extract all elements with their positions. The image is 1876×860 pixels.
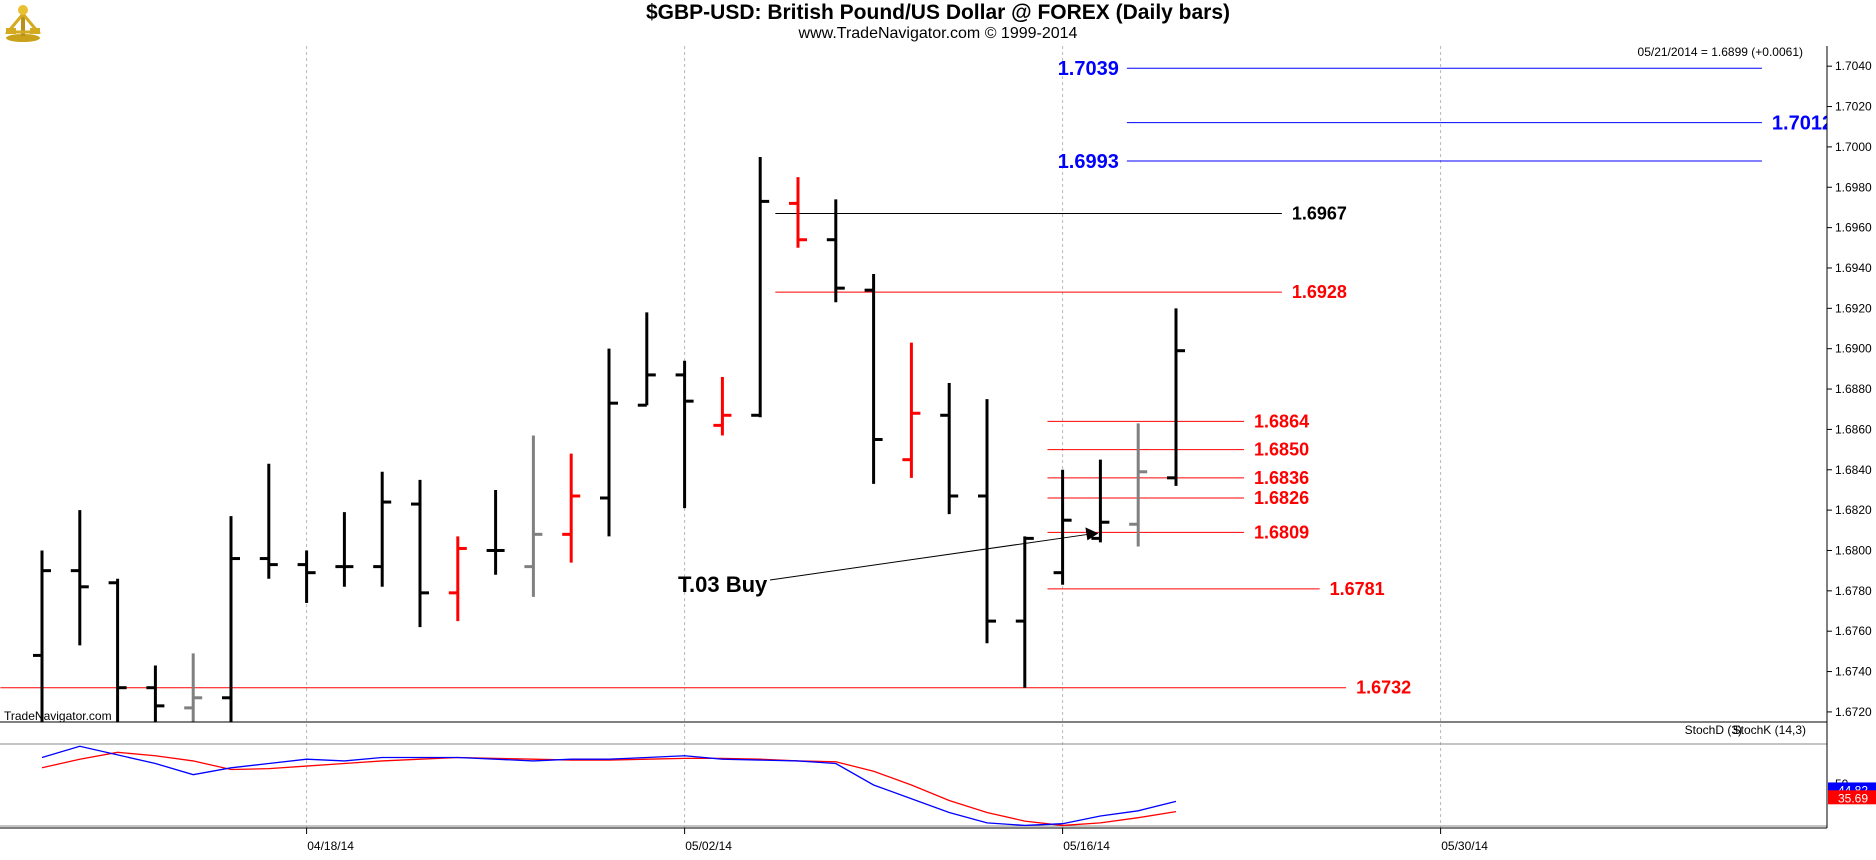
ohlc-bar	[411, 479, 429, 628]
ohlc-bar	[222, 516, 240, 722]
ohlc-bar	[864, 274, 883, 484]
level-label: 1.6850	[1254, 440, 1309, 460]
date-tick-label: 04/18/14	[307, 839, 354, 853]
ohlc-bar	[713, 376, 732, 436]
ohlc-bar	[448, 536, 467, 622]
ohlc-bars	[33, 156, 1185, 722]
stoch-k-label: StochK (14,3)	[1733, 723, 1806, 737]
level-label: 1.6967	[1292, 203, 1347, 223]
price-tick-label: 1.6820	[1835, 503, 1872, 517]
ohlc-bar	[33, 550, 51, 722]
level-label: 1.6809	[1254, 522, 1309, 542]
level-label: 1.7012	[1772, 113, 1833, 135]
ohlc-bar	[70, 510, 89, 646]
ohlc-bar	[297, 550, 316, 603]
stochastic-panel	[0, 721, 1827, 827]
price-tick-label: 1.6780	[1835, 584, 1872, 598]
stoch-d-value: 35.69	[1838, 791, 1868, 805]
ohlc-bar	[108, 578, 127, 722]
axis-background	[1827, 46, 1876, 860]
annotation-arrowhead	[1085, 527, 1099, 541]
stoch-d-label: StochD (3)	[1685, 723, 1742, 737]
ohlc-bar	[1091, 459, 1110, 543]
level-label: 1.6928	[1292, 282, 1347, 302]
chart-subtitle: www.TradeNavigator.com © 1999-2014	[798, 25, 1078, 42]
ohlc-bar	[902, 342, 921, 478]
level-label: 1.7039	[1058, 58, 1119, 80]
ohlc-bar	[562, 453, 581, 563]
price-tick-label: 1.6720	[1835, 705, 1872, 719]
ohlc-bar	[1015, 536, 1034, 688]
level-label: 1.6836	[1254, 468, 1309, 488]
ohlc-bar	[637, 312, 656, 407]
price-tick-label: 1.6740	[1835, 665, 1872, 679]
ohlc-bar	[600, 348, 618, 537]
ohlc-bar	[1167, 308, 1185, 486]
ohlc-bar	[524, 435, 543, 597]
stoch-d-value-badge	[1828, 790, 1876, 805]
status-readout: 05/21/2014 = 1.6899 (+0.0061)	[1638, 45, 1803, 59]
ohlc-bar	[486, 489, 505, 575]
ohlc-bar	[675, 360, 694, 509]
annotation-label: T.03 Buy	[678, 572, 768, 597]
ohlc-bar	[940, 382, 959, 515]
date-tick-label: 05/30/14	[1441, 839, 1488, 853]
price-tick-label: 1.6840	[1835, 463, 1872, 477]
ohlc-bar	[146, 665, 165, 722]
ohlc-bar	[978, 399, 996, 644]
ohlc-bar	[184, 653, 203, 722]
date-tick-label: 05/16/14	[1063, 839, 1110, 853]
annotation-arrow-line	[769, 533, 1089, 581]
price-tick-label: 1.6940	[1835, 261, 1872, 275]
price-tick-label: 1.6960	[1835, 221, 1872, 235]
ohlc-bar	[1053, 469, 1072, 585]
trade-annotation: T.03 Buy	[678, 527, 1099, 597]
level-label: 1.6781	[1330, 579, 1385, 599]
price-tick-label: 1.6800	[1835, 543, 1872, 557]
price-tick-label: 1.6980	[1835, 180, 1872, 194]
level-label: 1.6864	[1254, 411, 1309, 431]
ohlc-bar	[789, 177, 807, 248]
ohlc-bar	[751, 156, 770, 418]
ohlc-bar	[335, 512, 354, 587]
level-label: 1.6732	[1356, 678, 1411, 698]
date-tick-label: 05/02/14	[685, 839, 732, 853]
tradenavigator-logo-icon	[4, 5, 42, 42]
price-tick-label: 1.6860	[1835, 422, 1872, 436]
price-tick-label: 1.7040	[1835, 59, 1872, 73]
price-tick-label: 1.6760	[1835, 624, 1872, 638]
price-panel-background	[0, 46, 1827, 722]
price-tick-label: 1.7020	[1835, 100, 1872, 114]
ohlc-bar	[826, 199, 845, 303]
chart-header: $GBP-USD: British Pound/US Dollar @ FORE…	[0, 0, 1876, 46]
level-label: 1.6993	[1058, 151, 1119, 173]
ohlc-bar	[259, 463, 278, 579]
price-tick-label: 1.6880	[1835, 382, 1872, 396]
price-tick-label: 1.6900	[1835, 342, 1872, 356]
ohlc-bar	[373, 471, 392, 587]
date-axis: 04/18/14 05/02/14 05/16/14 05/30/14	[0, 827, 1827, 853]
stoch-d-line	[41, 751, 1177, 827]
price-axis: 1.6720 1.6740 1.6760 1.6780 1.6800 1.6820 1.68…	[1826, 46, 1876, 860]
price-tick-label: 1.6920	[1835, 301, 1872, 315]
level-label: 1.6826	[1254, 488, 1309, 508]
price-levels: 1.7039 1.7012 1.6993 1.6967 1.6928 1.6864 1.68…	[0, 58, 1833, 698]
watermark: TradeNavigator.com	[4, 709, 112, 723]
ohlc-bar	[1129, 423, 1148, 547]
chart-title: $GBP-USD: British Pound/US Dollar @ FORE…	[645, 1, 1231, 24]
price-tick-label: 1.7000	[1835, 140, 1872, 154]
stoch-k-line	[41, 745, 1177, 827]
